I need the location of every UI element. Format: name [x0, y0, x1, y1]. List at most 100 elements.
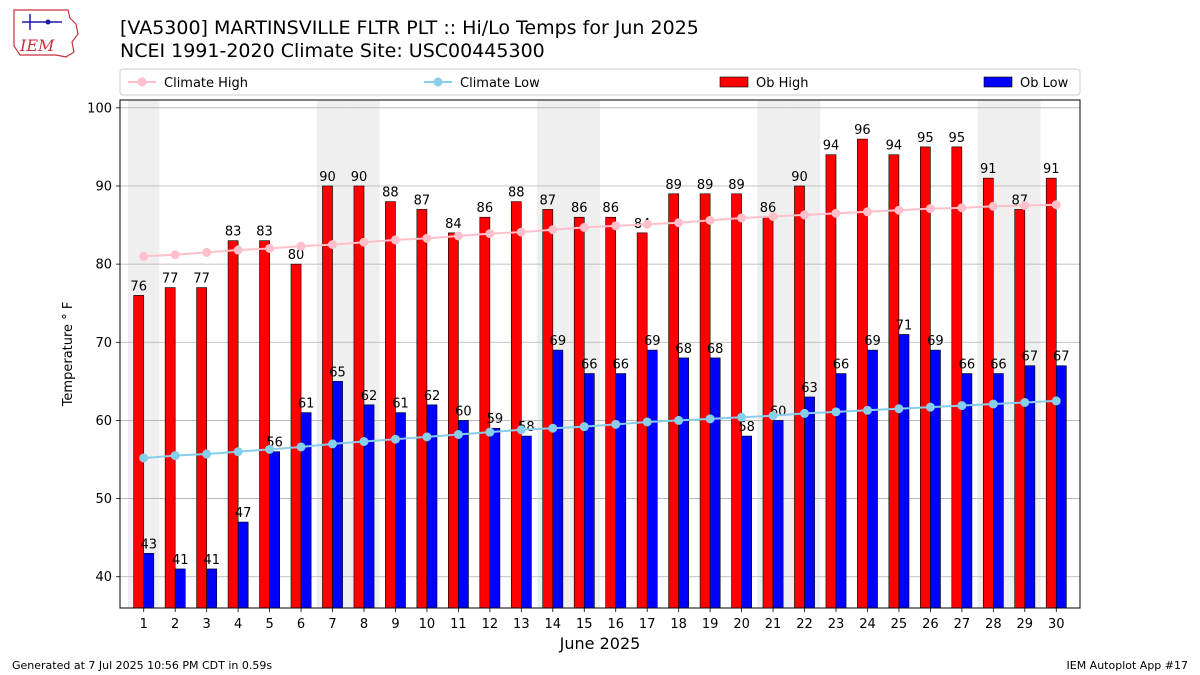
ob-low-label: 59 — [487, 412, 504, 427]
y-tick-label: 70 — [95, 336, 112, 351]
climate-low-point — [170, 451, 180, 461]
legend-label: Climate High — [164, 76, 248, 91]
ob-high-label: 90 — [791, 170, 808, 185]
x-tick-label: 11 — [450, 617, 467, 632]
climate-high-point — [390, 235, 400, 245]
ob-low-label: 43 — [140, 537, 157, 552]
ob-high-label: 83 — [225, 225, 242, 240]
ob-low-bar — [804, 396, 815, 609]
ob-low-label: 62 — [361, 389, 378, 404]
climate-high-point — [296, 241, 306, 251]
climate-low-point — [831, 407, 841, 417]
ob-low-bar — [174, 568, 186, 609]
legend-bar-swatch — [719, 76, 749, 88]
ob-low-label: 62 — [424, 389, 441, 404]
climate-low-point — [359, 437, 369, 447]
ob-high-label: 91 — [980, 162, 997, 177]
climate-high-point — [800, 210, 810, 220]
ob-high-label: 86 — [477, 201, 494, 216]
x-tick-label: 12 — [482, 617, 499, 632]
ob-high-bar — [510, 201, 522, 609]
legend: Climate High Climate Low Ob High Ob Low — [119, 68, 1081, 96]
y-tick-label: 100 — [87, 101, 112, 116]
ob-high-bar — [668, 193, 679, 609]
ob-high-label: 86 — [602, 201, 619, 216]
ob-low-bar — [552, 349, 564, 609]
ob-low-bar — [898, 334, 910, 609]
ob-low-bar — [269, 451, 280, 609]
y-axis-label: Temperature ° F — [61, 302, 76, 408]
ob-high-label: 95 — [949, 131, 966, 146]
ob-high-label: 89 — [665, 178, 682, 193]
climate-low-point — [705, 414, 715, 424]
footer-app: IEM Autoplot App #17 — [1066, 659, 1189, 672]
ob-high-label: 91 — [1043, 162, 1060, 177]
ob-low-label: 69 — [927, 334, 944, 349]
x-tick-label: 14 — [545, 617, 562, 632]
x-tick-label: 18 — [670, 617, 687, 632]
ob-low-bar — [363, 404, 375, 609]
ob-high-label: 94 — [886, 139, 903, 154]
legend-label: Ob Low — [1020, 76, 1069, 91]
x-tick-label: 17 — [639, 617, 656, 632]
ob-low-bar — [772, 420, 784, 609]
climate-low-point — [894, 404, 904, 414]
ob-low-label: 58 — [738, 420, 755, 435]
climate-high-point — [516, 227, 526, 237]
climate-low-point — [139, 453, 149, 463]
ob-low-label: 69 — [550, 334, 567, 349]
climate-high-line — [143, 203, 1057, 258]
climate-high-point — [988, 201, 998, 211]
ob-high-bar — [227, 240, 239, 609]
ob-high-label: 77 — [193, 272, 210, 287]
climate-low-point — [957, 401, 967, 411]
x-tick-label: 7 — [328, 617, 336, 632]
climate-low-point — [233, 447, 243, 457]
climate-high-point — [737, 213, 747, 223]
ob-low-label: 69 — [864, 334, 881, 349]
climate-high-point — [359, 237, 369, 247]
ob-low-label: 41 — [172, 553, 189, 568]
x-tick-label: 30 — [1048, 617, 1065, 632]
ob-low-label: 66 — [833, 358, 850, 373]
climate-high-point — [894, 205, 904, 215]
x-tick-label: 21 — [765, 617, 782, 632]
y-tick-label: 50 — [95, 492, 112, 507]
plot-area: 4050607080901007643177412774138347483565… — [61, 99, 1081, 653]
ob-low-bar — [709, 357, 721, 609]
legend-marker — [137, 77, 147, 87]
climate-high-point — [611, 221, 621, 231]
x-tick-label: 6 — [297, 617, 305, 632]
ob-high-label: 86 — [571, 201, 588, 216]
ob-high-label: 96 — [854, 123, 871, 138]
ob-low-label: 71 — [896, 318, 913, 333]
ob-low-label: 60 — [455, 404, 472, 419]
climate-low-line — [143, 399, 1057, 459]
climate-low-point — [485, 427, 495, 437]
x-tick-label: 1 — [140, 617, 148, 632]
climate-high-point — [642, 219, 652, 229]
ob-low-label: 66 — [959, 358, 976, 373]
climate-high-point — [862, 207, 872, 217]
climate-low-point — [737, 412, 747, 422]
ob-low-bar — [741, 435, 752, 609]
climate-low-point — [1051, 396, 1061, 406]
ob-high-label: 88 — [382, 186, 399, 201]
legend-label: Ob High — [756, 76, 809, 91]
ob-high-label: 77 — [162, 272, 179, 287]
climate-low-point — [516, 425, 526, 435]
chart-subtitle: NCEI 1991-2020 Climate Site: USC00445300 — [120, 40, 545, 62]
climate-low-point — [925, 402, 935, 412]
x-tick-label: 3 — [203, 617, 211, 632]
ob-low-bar — [867, 349, 878, 609]
climate-high-point — [548, 225, 558, 235]
x-tick-label: 4 — [234, 617, 242, 632]
ob-high-bar — [259, 240, 270, 609]
ob-high-label: 88 — [508, 186, 525, 201]
ob-high-bar — [448, 232, 459, 609]
ob-low-label: 69 — [644, 334, 661, 349]
ob-low-label: 67 — [1053, 350, 1070, 365]
x-tick-label: 15 — [576, 617, 593, 632]
ob-low-bar — [489, 427, 501, 609]
